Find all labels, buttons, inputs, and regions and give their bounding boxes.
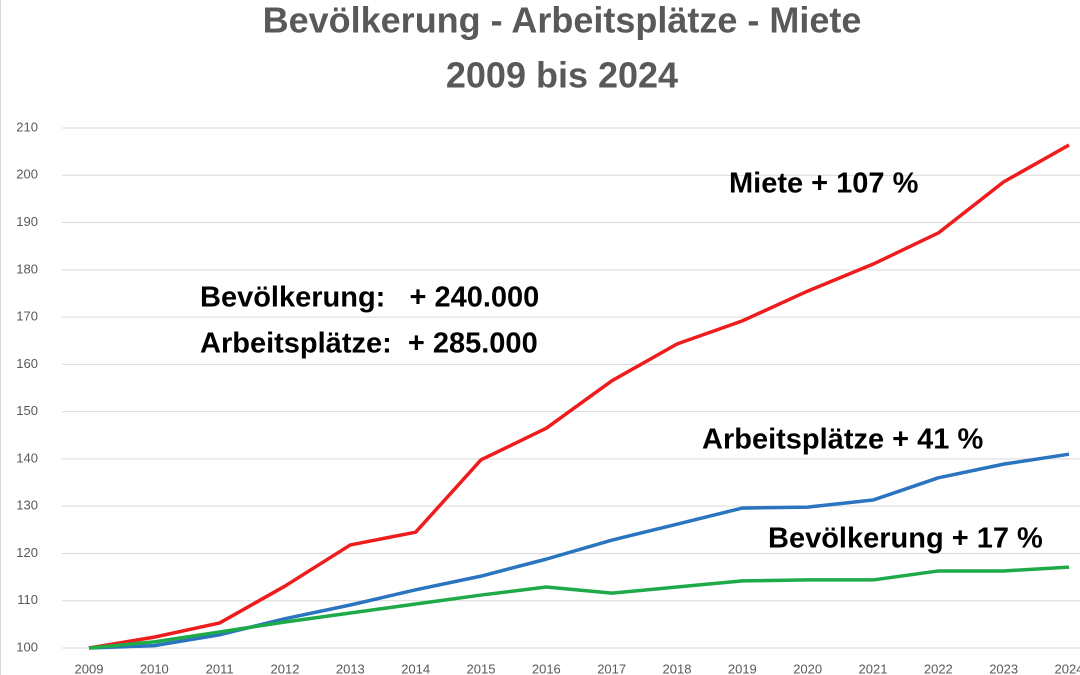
annotation: Arbeitsplätze + 41 % bbox=[702, 424, 983, 456]
y-tick-label: 140 bbox=[16, 450, 38, 465]
chart-title: 2009 bis 2024 bbox=[446, 55, 678, 96]
x-tick-label: 2016 bbox=[532, 661, 561, 675]
x-tick-label: 2020 bbox=[793, 661, 822, 675]
x-tick-label: 2017 bbox=[597, 661, 626, 675]
x-tick-label: 2009 bbox=[75, 661, 104, 675]
x-tick-label: 2024 bbox=[1055, 661, 1080, 675]
annotation: Arbeitsplätze: + 285.000 bbox=[200, 328, 538, 360]
y-tick-label: 160 bbox=[16, 356, 38, 371]
x-tick-label: 2014 bbox=[401, 661, 430, 675]
y-tick-label: 110 bbox=[17, 592, 38, 607]
y-tick-label: 200 bbox=[16, 167, 38, 182]
series-line bbox=[88, 143, 1070, 650]
x-tick-label: 2021 bbox=[859, 661, 888, 675]
x-tick-label: 2019 bbox=[728, 661, 757, 675]
x-tick-label: 2013 bbox=[336, 661, 365, 675]
chart-title: Bevölkerung - Arbeitsplätze - Miete bbox=[263, 0, 862, 41]
y-tick-label: 100 bbox=[16, 639, 38, 654]
y-tick-label: 150 bbox=[16, 403, 38, 418]
y-tick-label: 170 bbox=[16, 309, 38, 324]
y-tick-label: 180 bbox=[16, 261, 38, 276]
y-tick-label: 120 bbox=[16, 545, 38, 560]
y-tick-label: 190 bbox=[16, 214, 38, 229]
annotation: Miete + 107 % bbox=[729, 168, 919, 200]
x-tick-label: 2023 bbox=[989, 661, 1018, 675]
annotation: Bevölkerung + 17 % bbox=[768, 523, 1043, 555]
x-tick-label: 2010 bbox=[140, 661, 169, 675]
annotation: Bevölkerung: + 240.000 bbox=[200, 282, 539, 314]
x-tick-label: 2012 bbox=[271, 661, 300, 675]
x-tick-label: 2018 bbox=[663, 661, 692, 675]
x-tick-label: 2011 bbox=[206, 661, 234, 675]
series-line bbox=[88, 565, 1070, 650]
x-tick-label: 2022 bbox=[924, 661, 953, 675]
y-tick-label: 210 bbox=[16, 119, 38, 134]
x-tick-label: 2015 bbox=[467, 661, 496, 675]
y-tick-label: 130 bbox=[16, 498, 38, 513]
